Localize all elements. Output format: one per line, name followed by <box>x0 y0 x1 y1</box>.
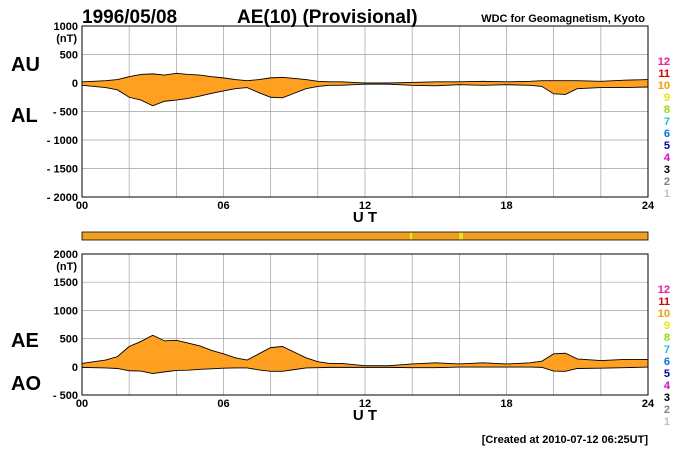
x-tick-label: 12 <box>359 200 371 212</box>
y-tick-label: - 1000 <box>47 135 78 147</box>
y-tick-label: 500 <box>60 50 78 62</box>
station-count-label: 7 <box>664 116 670 128</box>
ae-ao-x-ticks: 00 06 12 18 24 <box>76 398 655 410</box>
ao-label: AO <box>11 373 41 395</box>
y-tick-label: 0 <box>72 78 78 90</box>
station-count-label: 8 <box>664 104 670 116</box>
x-tick-label: 00 <box>76 398 88 410</box>
station-count-label: 9 <box>664 92 670 104</box>
au-al-y-ticks: 1000 500 0 - 500 - 1000 - 1500 - 2000 <box>47 21 78 204</box>
x-tick-label: 18 <box>500 398 512 410</box>
station-count-label: 2 <box>664 176 670 188</box>
station-count-label: 7 <box>664 344 670 356</box>
y-tick-label: - 500 <box>53 107 78 119</box>
y-tick-label: 0 <box>72 362 78 374</box>
station-count-label: 12 <box>658 284 670 296</box>
y-tick-label: 1500 <box>54 277 78 289</box>
station-count-label: 6 <box>664 128 670 140</box>
station-count-label: 4 <box>664 152 671 164</box>
al-line <box>81 83 649 107</box>
station-count-label: 11 <box>658 68 670 80</box>
y-tick-label: 2000 <box>54 249 78 261</box>
station-count-label: 3 <box>664 164 670 176</box>
au-al-x-ticks: 00 06 12 18 24 <box>76 200 655 212</box>
au-al-frame <box>81 25 649 198</box>
au-area <box>82 73 648 83</box>
x-tick-label: 24 <box>642 398 655 410</box>
x-tick-label: 06 <box>217 398 229 410</box>
y-tick-label: 1000 <box>54 21 78 33</box>
x-tick-label: 00 <box>76 200 88 212</box>
ae-ao-xlabel: U T <box>353 407 377 424</box>
x-tick-label: 06 <box>217 200 229 212</box>
x-tick-label: 18 <box>500 200 512 212</box>
ae-ao-unit: (nT) <box>56 261 77 273</box>
station-count-bar <box>81 231 649 241</box>
station-count-label: 8 <box>664 332 670 344</box>
au-label: AU <box>11 54 40 76</box>
ae-ao-y-ticks: 2000 1500 1000 500 0 - 500 <box>53 249 78 402</box>
y-tick-label: - 2000 <box>47 192 78 204</box>
station-count-label: 11 <box>658 296 670 308</box>
created-note: [Created at 2010-07-12 06:25UT] <box>482 434 649 446</box>
station-bar-highlight <box>409 232 413 240</box>
ae-ao-grid <box>82 254 648 395</box>
au-al-grid <box>82 26 648 197</box>
x-tick-label: 12 <box>359 398 371 410</box>
station-count-label: 9 <box>664 320 670 332</box>
station-count-label: 6 <box>664 356 670 368</box>
chart-title: AE(10) (Provisional) <box>237 7 418 28</box>
station-count-label: 1 <box>664 416 670 428</box>
station-count-label: 5 <box>664 368 670 380</box>
au-al-unit: (nT) <box>56 33 77 45</box>
station-count-label: 10 <box>658 308 670 320</box>
ae-line <box>81 334 648 367</box>
ao-area <box>82 366 648 374</box>
y-tick-label: - 1500 <box>47 164 78 176</box>
y-tick-label: 500 <box>60 334 78 346</box>
station-count-label: 12 <box>658 56 670 68</box>
station-count-label: 1 <box>664 188 670 200</box>
y-tick-label: - 500 <box>53 390 78 402</box>
al-label: AL <box>11 105 38 127</box>
plot-date: 1996/05/08 <box>82 7 177 28</box>
au-al-xlabel: U T <box>353 209 377 226</box>
ae-label: AE <box>11 330 39 352</box>
station-count-label: 3 <box>664 392 670 404</box>
station-count-label: 4 <box>664 380 671 392</box>
ae-ao-frame <box>81 253 649 396</box>
station-count-label: 5 <box>664 140 670 152</box>
ao-line <box>81 366 649 375</box>
data-source: WDC for Geomagnetism, Kyoto <box>481 13 645 25</box>
x-tick-label: 24 <box>642 200 655 212</box>
y-tick-label: 1000 <box>54 305 78 317</box>
station-bar-fill <box>81 231 649 241</box>
station-count-label: 2 <box>664 404 670 416</box>
ae-area <box>82 335 648 367</box>
station-bar-highlight <box>459 232 463 240</box>
al-area <box>82 83 648 106</box>
au-line <box>81 72 649 84</box>
station-count-label: 10 <box>658 80 670 92</box>
